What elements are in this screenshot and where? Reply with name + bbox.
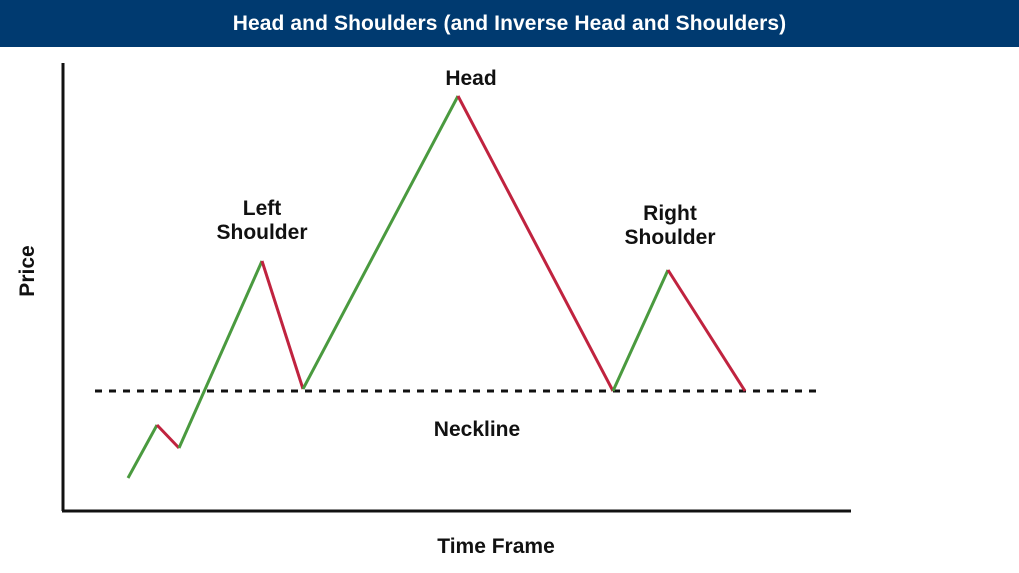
segment-rise-1 bbox=[126, 424, 159, 479]
segment-rise-head bbox=[301, 95, 460, 390]
head-label: Head bbox=[445, 67, 496, 90]
left-shoulder-label-line1: Left bbox=[243, 197, 282, 220]
y-axis-label: Price bbox=[16, 245, 39, 296]
right-shoulder-label-line1: Right bbox=[643, 202, 697, 225]
page-title: Head and Shoulders (and Inverse Head and… bbox=[232, 11, 787, 35]
title-banner: Head and Shoulders (and Inverse Head and… bbox=[0, 0, 1019, 47]
segment-fall-left-shoulder bbox=[260, 260, 305, 390]
segment-rise-right-shoulder bbox=[611, 269, 670, 392]
segment-fall-head bbox=[456, 95, 615, 392]
segment-rise-left-shoulder bbox=[177, 260, 264, 449]
segment-fall-1 bbox=[155, 423, 181, 450]
left-shoulder-label-line2: Shoulder bbox=[216, 221, 307, 244]
segment-fall-right-shoulder bbox=[666, 269, 747, 392]
neckline-label: Neckline bbox=[434, 418, 520, 441]
x-axis-label: Time Frame bbox=[437, 535, 555, 558]
right-shoulder-label-line2: Shoulder bbox=[624, 226, 715, 249]
